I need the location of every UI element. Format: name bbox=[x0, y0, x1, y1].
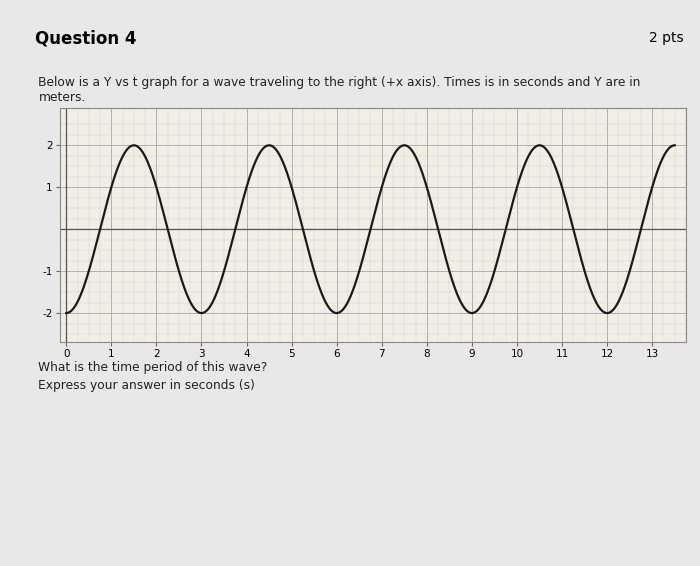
Text: Below is a Y vs t graph for a wave traveling to the right (+x axis). Times is in: Below is a Y vs t graph for a wave trave… bbox=[38, 76, 641, 89]
Text: 2 pts: 2 pts bbox=[649, 31, 684, 45]
Text: Question 4: Question 4 bbox=[35, 29, 136, 47]
Text: What is the time period of this wave?: What is the time period of this wave? bbox=[38, 361, 267, 374]
Text: Express your answer in seconds (s): Express your answer in seconds (s) bbox=[38, 379, 256, 392]
Text: meters.: meters. bbox=[38, 91, 86, 104]
